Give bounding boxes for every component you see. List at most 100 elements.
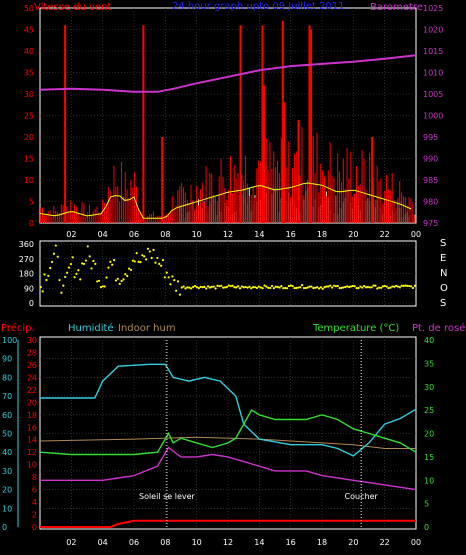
direction-point: [229, 285, 232, 288]
temp-time-tick: 06: [129, 538, 139, 547]
direction-point: [160, 264, 163, 267]
direction-point: [359, 285, 362, 288]
direction-point: [223, 286, 227, 289]
direction-point: [193, 284, 197, 288]
wind-average-line: [39, 182, 412, 219]
direction-point: [103, 285, 106, 288]
direction-tick: 270: [19, 255, 34, 264]
wind-speed-tick: 0: [29, 219, 34, 228]
temperature-label: Temperature (°C): [312, 323, 399, 334]
barometer-label: Barometre: [370, 2, 423, 13]
temperature-ticks: 0 5 10 15 20 25 30 35 40: [424, 336, 434, 532]
direction-point: [254, 286, 257, 289]
direction-point: [364, 286, 368, 289]
precip-tick: 16: [27, 423, 37, 432]
direction-point: [385, 285, 388, 288]
barometer-tick: 1000: [423, 112, 443, 121]
temp-humidity-panel: Soleil se lever Coucher 10090807060504030…: [1, 322, 466, 547]
temp-time-tick: 04: [98, 538, 108, 547]
direction-point: [295, 286, 298, 290]
direction-point: [124, 273, 127, 276]
direction-point: [199, 285, 202, 288]
direction-point: [156, 256, 159, 260]
direction-point: [126, 274, 129, 278]
barometer-tick: 980: [423, 198, 438, 207]
humidity-tick: 30: [2, 467, 12, 476]
precip-tick: 22: [27, 386, 37, 395]
direction-point: [353, 285, 356, 288]
wind-baro-frame: [39, 7, 417, 224]
humidity-tick: 60: [2, 411, 12, 420]
direction-point: [139, 261, 142, 264]
direction-point: [327, 285, 330, 288]
precip-label: Précip.: [1, 322, 35, 334]
direction-point: [393, 285, 396, 288]
direction-point: [242, 286, 245, 289]
temperature-tick: 10: [424, 476, 434, 485]
wind-time-tick: 10: [192, 230, 202, 239]
precip-tick: 0: [32, 523, 37, 532]
direction-point: [92, 259, 95, 263]
direction-point: [240, 285, 244, 288]
wind-time-tick: 18: [317, 230, 327, 239]
direction-point: [340, 286, 343, 290]
humidity-tick: 100: [2, 336, 17, 345]
temperature-tick: 20: [424, 430, 434, 439]
direction-point: [233, 286, 236, 289]
direction-point: [319, 286, 323, 289]
temp-time-tick: 18: [317, 538, 327, 547]
direction-point: [191, 285, 195, 289]
direction-point: [205, 287, 208, 290]
direction-point: [376, 287, 379, 290]
direction-point: [107, 266, 110, 269]
direction-tick: 90: [24, 284, 34, 293]
direction-point: [346, 285, 349, 288]
direction-point: [101, 285, 104, 288]
humidity-tick: 70: [2, 392, 12, 401]
direction-point: [270, 284, 274, 288]
direction-point: [75, 272, 78, 275]
wind-speed-tick: 50: [24, 4, 34, 13]
direction-point: [252, 285, 255, 289]
direction-point: [169, 283, 172, 286]
direction-point: [314, 286, 317, 289]
direction-point: [45, 278, 48, 282]
direction-point: [344, 285, 347, 289]
direction-point: [184, 287, 187, 290]
direction-point: [90, 267, 93, 270]
direction-point: [301, 284, 304, 287]
direction-point: [122, 278, 125, 281]
precip-tick: 8: [32, 473, 37, 482]
direction-point: [299, 286, 302, 289]
direction-point: [71, 256, 74, 259]
direction-point: [195, 286, 198, 289]
wind-speed-tick: 40: [24, 47, 34, 56]
compass-letter: S: [440, 298, 446, 309]
direction-point: [257, 285, 260, 288]
wind-time-tick: 14: [254, 230, 264, 239]
direction-point: [129, 268, 133, 272]
direction-point: [261, 287, 264, 290]
direction-point: [259, 286, 262, 289]
direction-point: [135, 252, 138, 255]
chart-title: 24 hour graph upto 09 Juillet 2011: [172, 1, 345, 12]
temp-time-tick: 12: [223, 538, 233, 547]
precip-line: [40, 519, 416, 528]
humidity-line: [40, 363, 417, 457]
direction-point: [216, 284, 219, 287]
direction-point: [50, 260, 54, 264]
precip-tick: 10: [27, 461, 37, 470]
direction-point: [171, 275, 174, 278]
direction-point: [304, 286, 307, 290]
precip-tick: 30: [27, 336, 37, 345]
direction-point: [144, 258, 148, 261]
direction-point: [398, 286, 401, 289]
direction-point: [291, 285, 294, 288]
direction-point: [146, 247, 150, 250]
direction-point: [96, 280, 99, 283]
direction-point: [336, 284, 339, 288]
direction-point: [88, 255, 91, 258]
direction-point: [231, 284, 234, 287]
